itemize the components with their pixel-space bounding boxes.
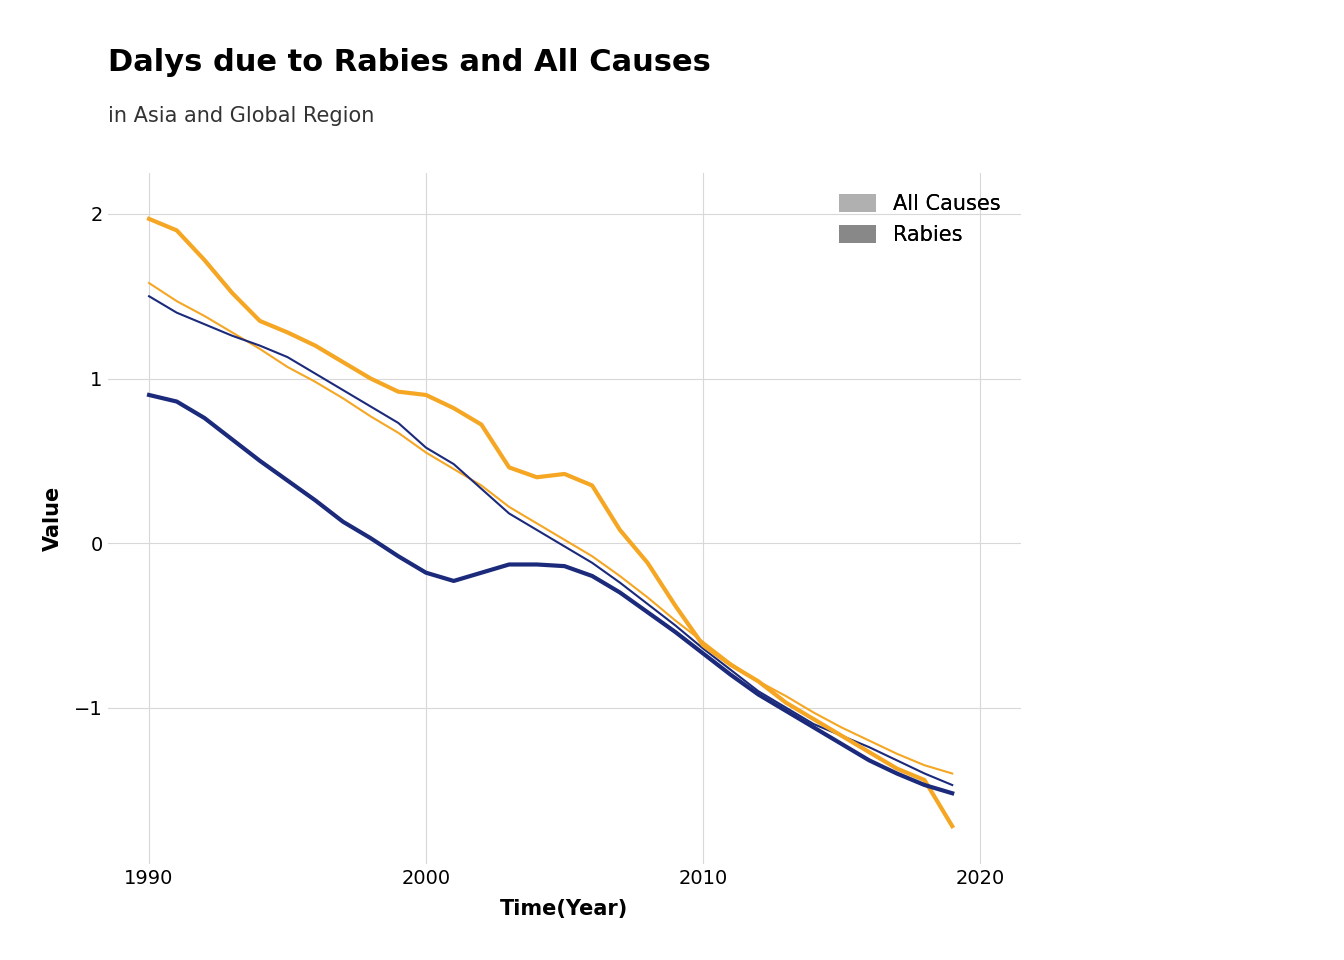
- Legend: Asia, Global: Asia, Global: [1059, 419, 1204, 541]
- Legend: All Causes, Rabies: All Causes, Rabies: [828, 183, 1011, 255]
- Text: Dalys due to Rabies and All Causes: Dalys due to Rabies and All Causes: [108, 48, 711, 77]
- X-axis label: Time(Year): Time(Year): [500, 899, 629, 919]
- Y-axis label: Value: Value: [43, 486, 63, 551]
- Text: in Asia and Global Region: in Asia and Global Region: [108, 106, 374, 126]
